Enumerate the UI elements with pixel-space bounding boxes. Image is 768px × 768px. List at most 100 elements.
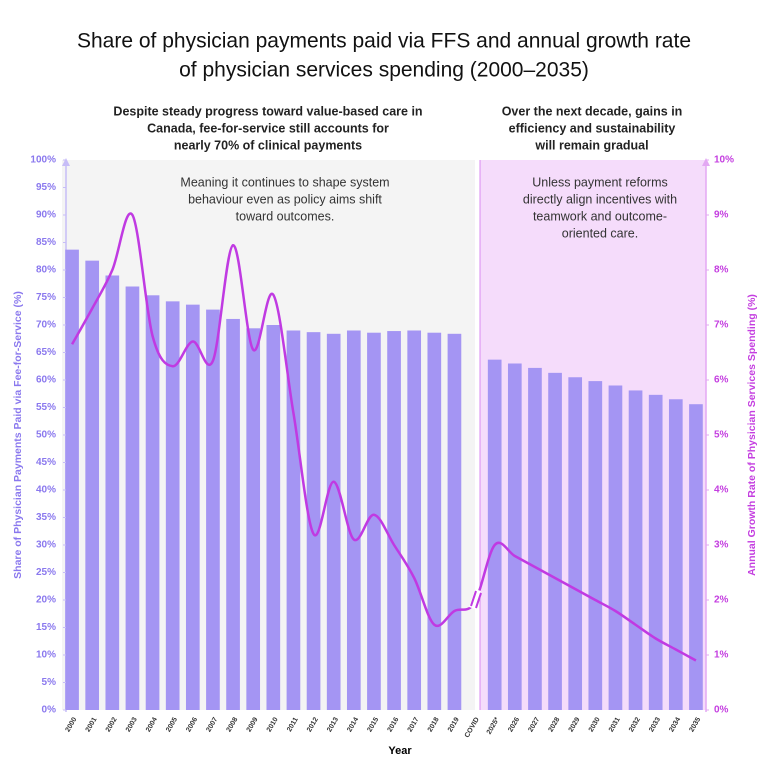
y-tick-label: 90% [36,210,56,221]
x-tick-label: 2011 [286,716,300,733]
annotation: directly align incentives with [523,192,677,206]
y2-tick-label: 1% [714,650,729,661]
x-tick-label: 2005 [165,716,179,733]
bar [387,331,401,710]
annotation: behaviour even as policy aims shift [188,192,382,206]
y-tick-label: 45% [36,457,56,468]
x-tick-label: 2015 [366,716,380,733]
bar [628,390,643,710]
chart-title: Share of physician payments paid via FFS… [77,30,691,53]
y-tick-label: 50% [36,430,56,441]
bar [65,249,79,710]
y-tick-label: 100% [30,155,56,166]
bar [487,359,502,710]
y-tick-label: 40% [36,485,56,496]
bar [125,286,140,710]
x-axis-label: Year [388,745,412,757]
chart-title: of physician services spending (2000–203… [179,59,589,82]
x-tick-label: 2033 [648,716,662,733]
bar [266,325,281,710]
axis-break [469,589,482,609]
annotation: oriented care. [562,226,638,240]
x-tick-label: 2035 [688,716,702,733]
y-tick-label: 70% [36,320,56,331]
panel-header: Canada, fee-for-service still accounts f… [147,121,389,135]
y2-tick-label: 2% [714,595,729,606]
x-tick-label: 2017 [407,716,421,733]
x-tick-label: 2027 [527,716,541,733]
x-tick-label: 2001 [85,716,99,733]
y2-tick-label: 5% [714,430,729,441]
x-tick-label: 2019 [447,716,461,733]
panel-header: Over the next decade, gains in [502,104,683,118]
bar [306,332,321,710]
bar [689,404,703,710]
x-tick-label: 2030 [588,716,602,733]
bar [668,399,683,710]
x-tick-label: 2018 [427,716,441,733]
bar [165,301,180,710]
plot [65,212,703,710]
y2-tick-label: 0% [714,705,729,716]
annotation: teamwork and outcome- [533,209,667,223]
bar [226,318,240,710]
y2-axis-label: Annual Growth Rate of Physician Services… [746,294,758,576]
x-tick-label: 2006 [185,716,199,733]
bar [407,330,422,710]
y-tick-label: 5% [42,677,57,688]
y2-tick-label: 9% [714,210,729,221]
bar [185,304,200,710]
bar [608,385,623,710]
left-axis-arrow [62,158,70,166]
annotation: Unless payment reforms [532,175,667,189]
bar [145,295,160,710]
x-tick-label: 2025* [486,716,501,736]
y-tick-label: 0% [42,705,57,716]
y-tick-label: 85% [36,237,56,248]
x-tick-label: 2010 [266,716,280,733]
y-tick-label: 55% [36,402,56,413]
y2-tick-label: 8% [714,265,729,276]
y-tick-label: 60% [36,375,56,386]
bar [246,328,261,710]
bar [588,381,603,710]
annotation: Meaning it continues to shape system [180,175,389,189]
panel-header: will remain gradual [534,138,648,152]
x-tick-label: 2026 [507,716,521,733]
x-tick-label: 2008 [226,716,240,733]
x-tick-label: 2014 [346,716,360,733]
bar [346,330,361,710]
growth-line [70,212,697,662]
bar [206,309,220,710]
x-tick-label: 2031 [608,716,622,733]
bar [447,333,462,710]
y-tick-label: 10% [36,650,56,661]
y2-tick-label: 7% [714,320,729,331]
x-tick-label: 2013 [326,716,340,733]
y-tick-label: 20% [36,595,56,606]
bar [326,333,341,710]
bar [367,332,381,710]
y-tick-label: 30% [36,540,56,551]
y-axis-label: Share of Physician Payments Paid via Fee… [12,291,24,579]
right-axis-arrow [702,158,710,166]
x-tick-label: 2029 [568,716,582,733]
x-tick-label: 2016 [387,716,401,733]
x-tick-label: 2003 [125,716,139,733]
annotation: toward outcomes. [236,209,335,223]
x-tick-label: 2009 [246,716,260,733]
bar [648,394,663,710]
bar [286,330,301,710]
x-tick-label: 2004 [145,716,159,733]
y-tick-label: 65% [36,347,56,358]
x-tick-label: 2007 [205,716,219,733]
y-tick-label: 95% [36,182,56,193]
x-tick-label: 2000 [65,716,79,733]
y-tick-label: 80% [36,265,56,276]
bar [568,377,583,710]
panel-header: efficiency and sustainability [509,121,676,135]
x-tick-label: 2034 [668,716,682,733]
bar [507,363,522,710]
y-tick-label: 15% [36,622,56,633]
